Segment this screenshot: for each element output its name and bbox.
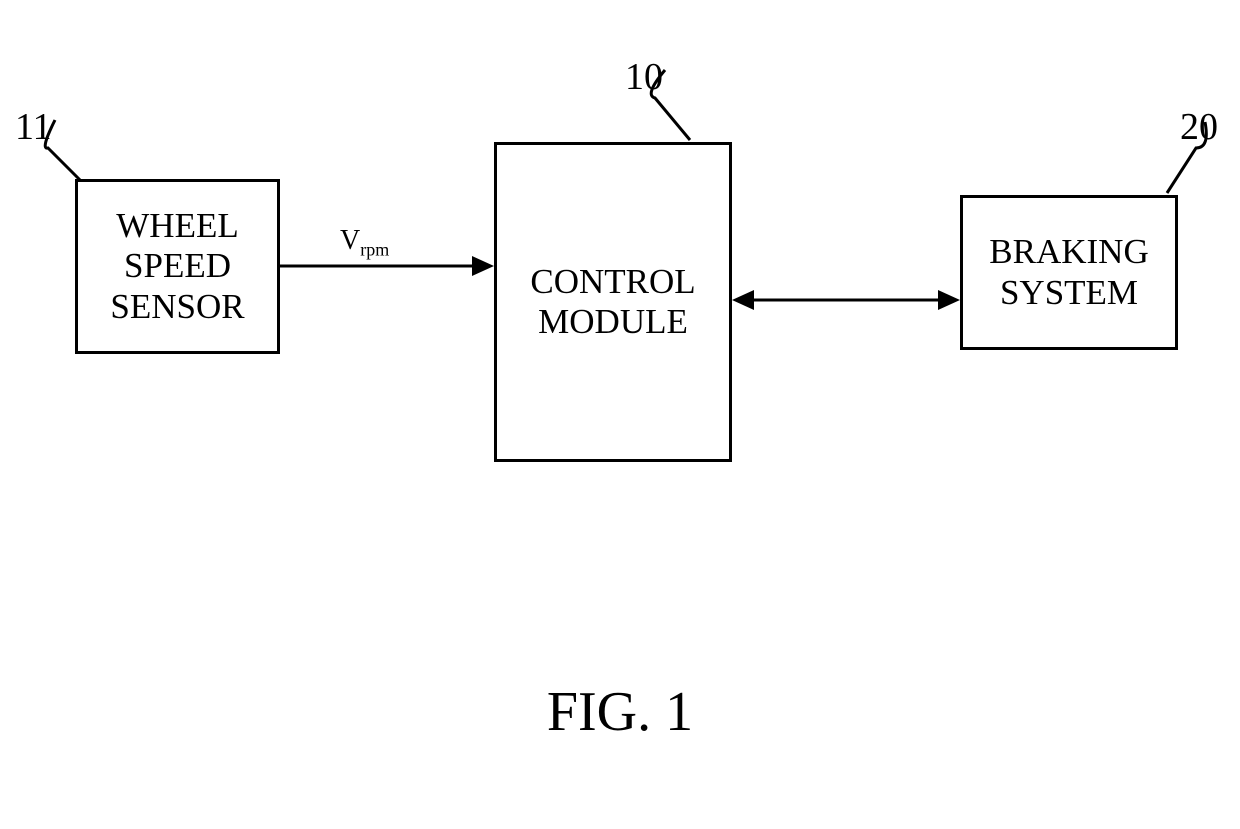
node-label-line: SPEED <box>124 246 231 286</box>
node-label-line: BRAKING <box>989 232 1148 272</box>
node-label-line: CONTROL <box>530 262 695 302</box>
ref-label-11: 11 <box>15 105 52 149</box>
signal-label-vrpm-base: V <box>340 225 360 256</box>
node-wheel-speed-sensor: WHEELSPEEDSENSOR <box>75 179 280 354</box>
figure-caption: FIG. 1 <box>547 680 693 744</box>
node-braking-system: BRAKINGSYSTEM <box>960 195 1178 350</box>
node-label-line: WHEEL <box>116 206 238 246</box>
node-label-line: MODULE <box>538 302 688 342</box>
node-label-line: SENSOR <box>110 287 244 327</box>
signal-label-vrpm: Vrpm <box>340 225 389 261</box>
ref-label-20: 20 <box>1180 105 1218 149</box>
node-control-module: CONTROLMODULE <box>494 142 732 462</box>
ref-label-10: 10 <box>625 55 663 99</box>
node-label-line: SYSTEM <box>1000 273 1138 313</box>
signal-label-vrpm-sub: rpm <box>360 240 389 260</box>
